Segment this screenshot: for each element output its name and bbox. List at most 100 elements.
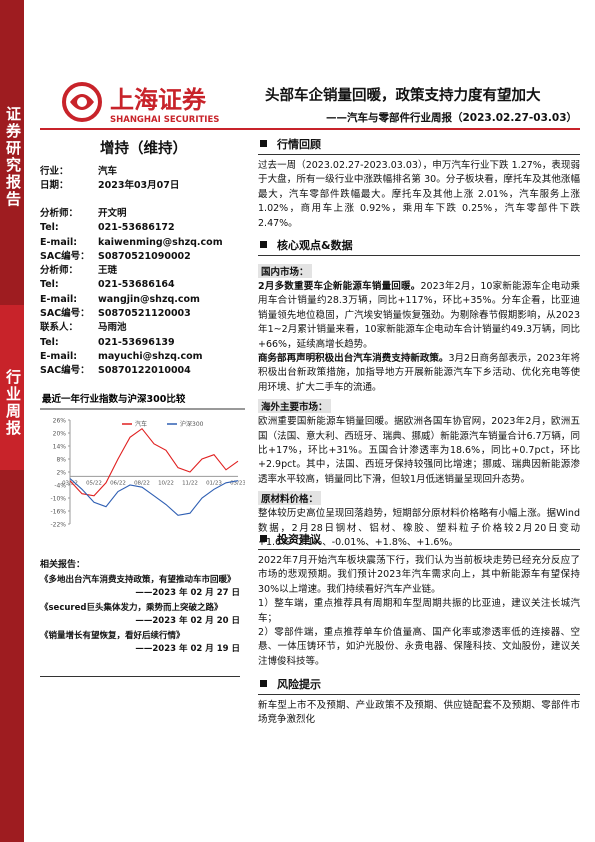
field-label: Tel: xyxy=(40,336,59,348)
field-value: S0870521090002 xyxy=(98,250,191,262)
chart: 最近一年行业指数与沪深300比较 26% 20% 14% 8% 2% -4% -10% -16… xyxy=(40,393,245,529)
field-value: 马雨池 xyxy=(98,322,127,334)
field-value: 王琏 xyxy=(98,265,118,277)
section: 核心观点&数据国内市场： 2月多数重要车企新能源车销量回暖。2023年2月，10家… xyxy=(258,237,580,551)
field-row: SAC编号： S0870521090002 xyxy=(40,250,240,264)
x-tick-label: 08/22 xyxy=(134,480,150,486)
field-row: Tel: 021-53686164 xyxy=(40,278,240,292)
x-tick-label: 03/22 xyxy=(62,480,78,486)
related-title: 相关报告： xyxy=(40,560,86,570)
field-row: SAC编号： S0870521120003 xyxy=(40,307,240,321)
x-tick-label: 03/23 xyxy=(230,480,245,486)
paragraph: 2）零部件端，重点推荐单车价值量高、国产化率或渗透率低的连接器、空悬、一体压铸环… xyxy=(258,626,580,669)
field-row: 日期： 2023年03月07日 xyxy=(40,179,240,193)
y-tick-label: -22% xyxy=(50,522,66,529)
series-line xyxy=(69,478,239,516)
paragraph: 商务部再声明积极出台汽车消费支持新政策。3月2日商务部表示，2023年将积极出台… xyxy=(258,352,580,395)
paragraph: 1）整车端，重点推荐具有周期和车型周期共振的比亚迪，建议关注长城汽车； xyxy=(258,597,580,626)
field-label: SAC编号： xyxy=(40,308,90,320)
field-value: 021-53686164 xyxy=(98,279,175,291)
related-item: 《secured巨头集体发力，乘势而上突破之路》 xyxy=(40,603,223,613)
field-label: E-mail: xyxy=(40,293,78,305)
series-line xyxy=(69,427,239,497)
related-date: ——2023 年 02 月 27 日 xyxy=(135,588,240,598)
field-value: S0870521120003 xyxy=(98,308,191,320)
x-tick-label: 10/22 xyxy=(158,480,174,486)
field-label: 日期： xyxy=(40,180,69,192)
x-tick-label: 01/23 xyxy=(206,480,222,486)
rating: 增持（维持） xyxy=(100,141,187,157)
field-row: Tel: 021-53696139 xyxy=(40,336,240,350)
field-label: SAC编号： xyxy=(40,365,90,377)
contacts: 分析师： 开文明 Tel: 021-53686172 E-mail: kaiwenming… xyxy=(40,207,240,379)
related-date: ——2023 年 02 月 20 日 xyxy=(135,616,240,626)
y-tick-label: -16% xyxy=(50,509,66,516)
section-heading: 核心观点&数据 xyxy=(258,237,580,256)
paragraph-text: 1）整车端，重点推荐具有周期和车型周期共振的比亚迪，建议关注长城汽车； xyxy=(258,598,580,624)
field-value: 开文明 xyxy=(98,208,127,219)
subheading: 原材料价格： xyxy=(258,491,322,506)
field-label: E-mail: xyxy=(40,236,78,248)
paragraph-text: 2）零部件端，重点推荐单车价值量高、国产化率或渗透率低的连接器、空悬、一体压铸环… xyxy=(258,627,580,667)
x-tick-label: 06/22 xyxy=(110,480,126,486)
paragraph-text: 欧洲重要国新能源车销量回暖。据欧洲各国车协官网，2023年2月，欧洲五国（法国、… xyxy=(258,416,580,485)
section: 行情回顾过去一周（2023.02.27-2023.03.03），申万汽车行业下跌… xyxy=(258,136,580,231)
sidebar-label: 证券研究报告 xyxy=(4,105,22,208)
field-label: 行业： xyxy=(40,166,69,177)
subheading: 国内市场： xyxy=(258,264,312,278)
sidebar-middle: 行业周报 xyxy=(0,305,24,470)
related-date: ——2023 年 02 月 19 日 xyxy=(135,644,240,654)
paragraph: 整体较历史高位呈现回落趋势，短期部分原材料价格略有小幅上涨。据Wind数据，2月… xyxy=(258,507,580,550)
y-tick-label: 26% xyxy=(53,418,67,425)
field-row: SAC编号： S0870122010004 xyxy=(40,364,240,378)
logo-en: SHANGHAI SECURITIES xyxy=(110,115,219,125)
y-tick-label: -4% xyxy=(54,483,66,490)
paragraph: 过去一周（2023.02.27-2023.03.03），申万汽车行业下跌 1.2… xyxy=(258,159,580,231)
logo-emblem xyxy=(77,97,87,107)
info: 行业： 汽车日期： 2023年03月07日 xyxy=(40,165,240,194)
field-label: Tel: xyxy=(40,222,59,234)
field-value: 021-53686172 xyxy=(98,222,175,234)
section-heading: 投资建议 xyxy=(258,531,580,550)
field-row: 联系人： 马雨池 xyxy=(40,321,240,335)
sidebar-bottom xyxy=(0,470,24,842)
field-row: Tel: 021-53686172 xyxy=(40,221,240,235)
x-tick-label: 05/22 xyxy=(86,480,102,486)
field-value: kaiwenming@shzq.com xyxy=(98,236,223,248)
field-row: E-mail: mayuchi@shzq.com xyxy=(40,350,240,364)
field-row: E-mail: wangjin@shzq.com xyxy=(40,293,240,307)
paragraph-text: 3月2日商务部表示，2023年将积极出台新政策措施，加指导地方开展新能源汽车下乡… xyxy=(258,353,580,393)
field-label: E-mail: xyxy=(40,350,78,362)
logo-cn: 上海证券 xyxy=(110,86,207,114)
sidebar-label: 行业周报 xyxy=(4,368,22,437)
paragraph-lead: 2月多数重要车企新能源车销量回暖。 xyxy=(258,281,421,292)
section-heading-text: 投资建议 xyxy=(277,533,321,546)
field-value: S0870122010004 xyxy=(98,365,191,377)
field-value: 汽车 xyxy=(98,166,118,177)
field-label: 分析师： xyxy=(40,208,79,219)
field-row: E-mail: kaiwenming@shzq.com xyxy=(40,236,240,250)
paragraph-text: 2022年7月开始汽车板块震荡下行，我们认为当前板块走势已经充分反应了市场的悲观… xyxy=(258,555,580,595)
field-value: 2023年03月07日 xyxy=(98,180,180,192)
field-label: 分析师： xyxy=(40,265,79,277)
legend-label: 汽车 xyxy=(135,420,147,428)
related-item: 《销量增长有望恢复，看好后续行情》 xyxy=(40,631,185,641)
header-rule xyxy=(40,128,580,130)
related-item: 《多地出台汽车消费支持政策，有望推动车市回暖》 xyxy=(40,575,236,585)
paragraph: 欧洲重要国新能源车销量回暖。据欧洲各国车协官网，2023年2月，欧洲五国（法国、… xyxy=(258,415,580,487)
sidebar-top: 证券研究报告 xyxy=(0,0,24,305)
section-heading: 行情回顾 xyxy=(258,136,580,155)
section-bullet xyxy=(260,535,267,542)
paragraph-text: 2023年2月，10家新能源车企电动乘用车合计销量约28.3万辆，同比+117%… xyxy=(258,281,580,350)
related-reports: 相关报告： 《多地出台汽车消费支持政策，有望推动车市回暖》 ——2023 年 02 … xyxy=(40,557,240,658)
field-row: 行业： 汽车 xyxy=(40,165,240,179)
section: 投资建议 2022年7月开始汽车板块震荡下行，我们认为当前板块走势已经充分反应了市… xyxy=(258,531,580,669)
field-label: Tel: xyxy=(40,279,59,291)
paragraph-text: 新车型上市不及预期、产业政策不及预期、供应链配套不及预期、零部件市场竞争激烈化 xyxy=(258,700,580,726)
paragraph: 2月多数重要车企新能源车销量回暖。2023年2月，10家新能源车企电动乘用车合计… xyxy=(258,280,580,352)
y-tick-label: -10% xyxy=(50,496,66,503)
section-bullet xyxy=(260,241,267,248)
field-row: 分析师： 王琏 xyxy=(40,264,240,278)
y-tick-label: 8% xyxy=(56,457,66,464)
field-row: 分析师： 开文明 xyxy=(40,207,240,221)
